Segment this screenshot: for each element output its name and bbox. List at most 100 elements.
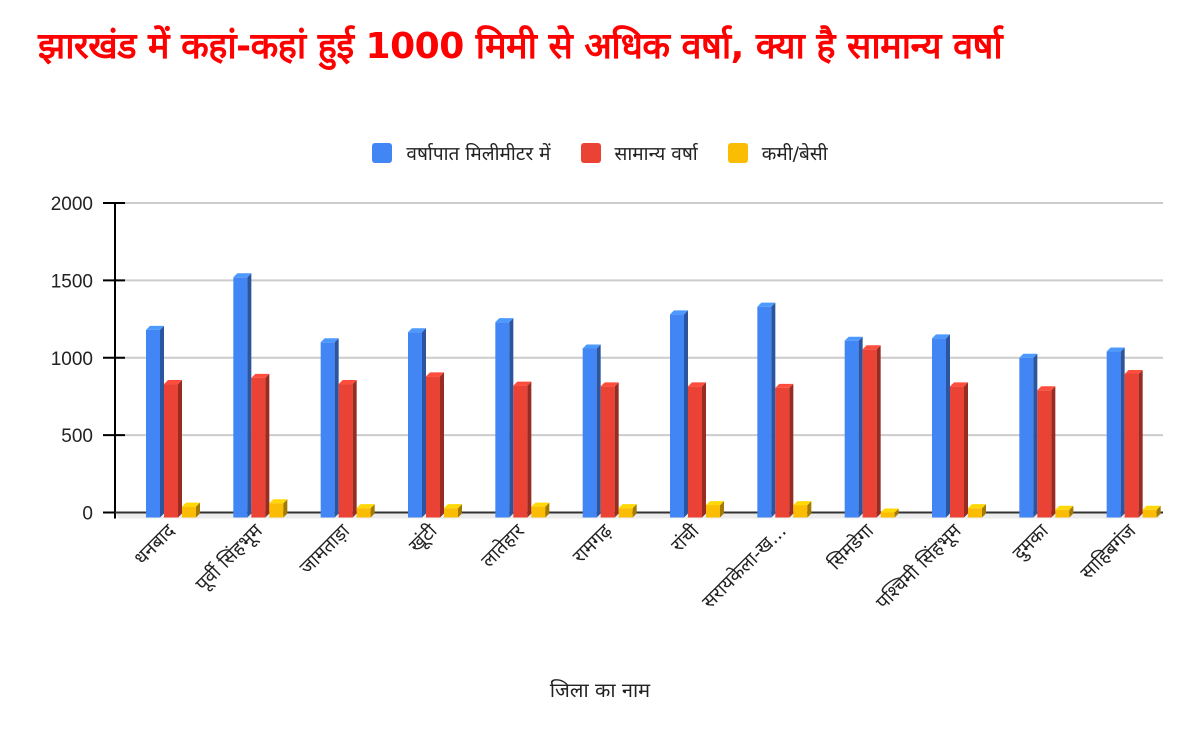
x-tick-label: सरायकेला-ख...: [697, 519, 791, 613]
bar-top: [775, 383, 794, 388]
bar[interactable]: [1037, 390, 1052, 518]
bar-top: [950, 382, 968, 387]
bar-top: [356, 504, 375, 509]
bar[interactable]: [880, 512, 895, 518]
bar[interactable]: [495, 322, 510, 518]
bar[interactable]: [582, 348, 597, 518]
bar-side: [1138, 369, 1143, 518]
bar-side: [632, 504, 637, 518]
chart-legend: वर्षापात मिलीमीटर में सामान्य वर्षा कमी/…: [0, 140, 1200, 166]
bar[interactable]: [757, 306, 772, 518]
bar[interactable]: [844, 340, 859, 518]
bar-side: [702, 382, 706, 518]
bar-top: [233, 273, 252, 278]
bar[interactable]: [1019, 357, 1034, 518]
bar-side: [160, 325, 164, 518]
bar-top: [706, 501, 724, 506]
bar[interactable]: [932, 338, 946, 518]
x-tick-label: रांची: [666, 519, 704, 557]
x-tick-label: लातेहार: [476, 518, 529, 571]
bar-top: [1019, 353, 1038, 358]
bar[interactable]: [688, 386, 702, 518]
bar-top: [495, 318, 514, 323]
bar[interactable]: [531, 506, 546, 518]
bar[interactable]: [269, 503, 284, 518]
bar[interactable]: [164, 384, 178, 518]
bar-top: [862, 345, 881, 350]
bar-side: [370, 504, 375, 518]
bar-top: [880, 508, 899, 513]
bar[interactable]: [670, 314, 684, 518]
legend-swatch-red: [580, 143, 601, 163]
bar-side: [789, 383, 794, 518]
bar-group: [1106, 347, 1161, 518]
bar-top: [844, 336, 863, 341]
legend-label: वर्षापात मिलीमीटर में: [406, 143, 551, 165]
x-tick-label: पूर्वी सिंहभूम: [191, 519, 268, 596]
x-tick-label: जामताड़ा: [295, 519, 355, 579]
bar-top: [1055, 505, 1074, 510]
bar-top: [426, 372, 444, 377]
bar[interactable]: [444, 508, 458, 518]
bar[interactable]: [862, 349, 877, 518]
bar-side: [614, 382, 619, 518]
bar[interactable]: [1106, 351, 1121, 518]
bar-side: [771, 302, 776, 518]
bar-top: [251, 373, 270, 378]
legend-item-deviation[interactable]: कमी/बेसी: [727, 140, 828, 166]
bar-top: [670, 310, 688, 315]
legend-label: सामान्य वर्षा: [614, 143, 698, 165]
bar[interactable]: [775, 387, 790, 518]
bar[interactable]: [1124, 373, 1139, 518]
bar-top: [444, 504, 462, 509]
bar-group: [1019, 353, 1074, 518]
bar-top: [338, 380, 357, 385]
bar-side: [807, 501, 812, 518]
bar-side: [1120, 347, 1125, 518]
bar[interactable]: [618, 508, 633, 518]
bar-group: [495, 318, 550, 518]
bar[interactable]: [356, 508, 371, 518]
legend-swatch-yellow: [727, 143, 748, 163]
chart-floor: [115, 512, 1163, 519]
bar[interactable]: [426, 376, 440, 518]
bar-side: [982, 504, 986, 518]
bar[interactable]: [793, 505, 808, 518]
bar-top: [164, 380, 182, 385]
bar[interactable]: [233, 277, 248, 518]
legend-item-rainfall[interactable]: वर्षापात मिलीमीटर में: [372, 140, 551, 166]
bar[interactable]: [706, 505, 720, 518]
bar-side: [720, 501, 724, 518]
bar-top: [1106, 347, 1125, 352]
y-tick-label: 500: [61, 426, 93, 447]
bar[interactable]: [1142, 509, 1157, 518]
chart-title: झारखंड में कहां-कहां हुई 1000 मिमी से अध…: [38, 26, 1003, 67]
bar-group: [146, 325, 200, 518]
bar[interactable]: [1055, 509, 1070, 518]
bar-top: [793, 501, 812, 506]
bar-side: [1033, 353, 1038, 518]
bar[interactable]: [182, 506, 196, 518]
bar[interactable]: [251, 377, 266, 518]
bar-top: [1037, 386, 1056, 391]
bar[interactable]: [600, 386, 615, 518]
bar-side: [283, 499, 288, 518]
bar[interactable]: [513, 385, 528, 518]
bar-side: [265, 373, 270, 518]
bar[interactable]: [950, 386, 964, 518]
bar-group: [670, 310, 724, 518]
bar[interactable]: [146, 329, 160, 518]
bar-side: [352, 380, 357, 518]
bar[interactable]: [320, 342, 335, 518]
bar[interactable]: [408, 332, 422, 518]
bar-side: [1051, 386, 1056, 518]
bar[interactable]: [338, 384, 353, 518]
bar[interactable]: [968, 508, 982, 518]
legend-item-normal[interactable]: सामान्य वर्षा: [580, 140, 698, 166]
bar-group: [582, 344, 637, 518]
bar-group: [233, 273, 288, 518]
bar-side: [858, 336, 863, 518]
bar-side: [422, 328, 426, 518]
bar-side: [894, 508, 899, 518]
